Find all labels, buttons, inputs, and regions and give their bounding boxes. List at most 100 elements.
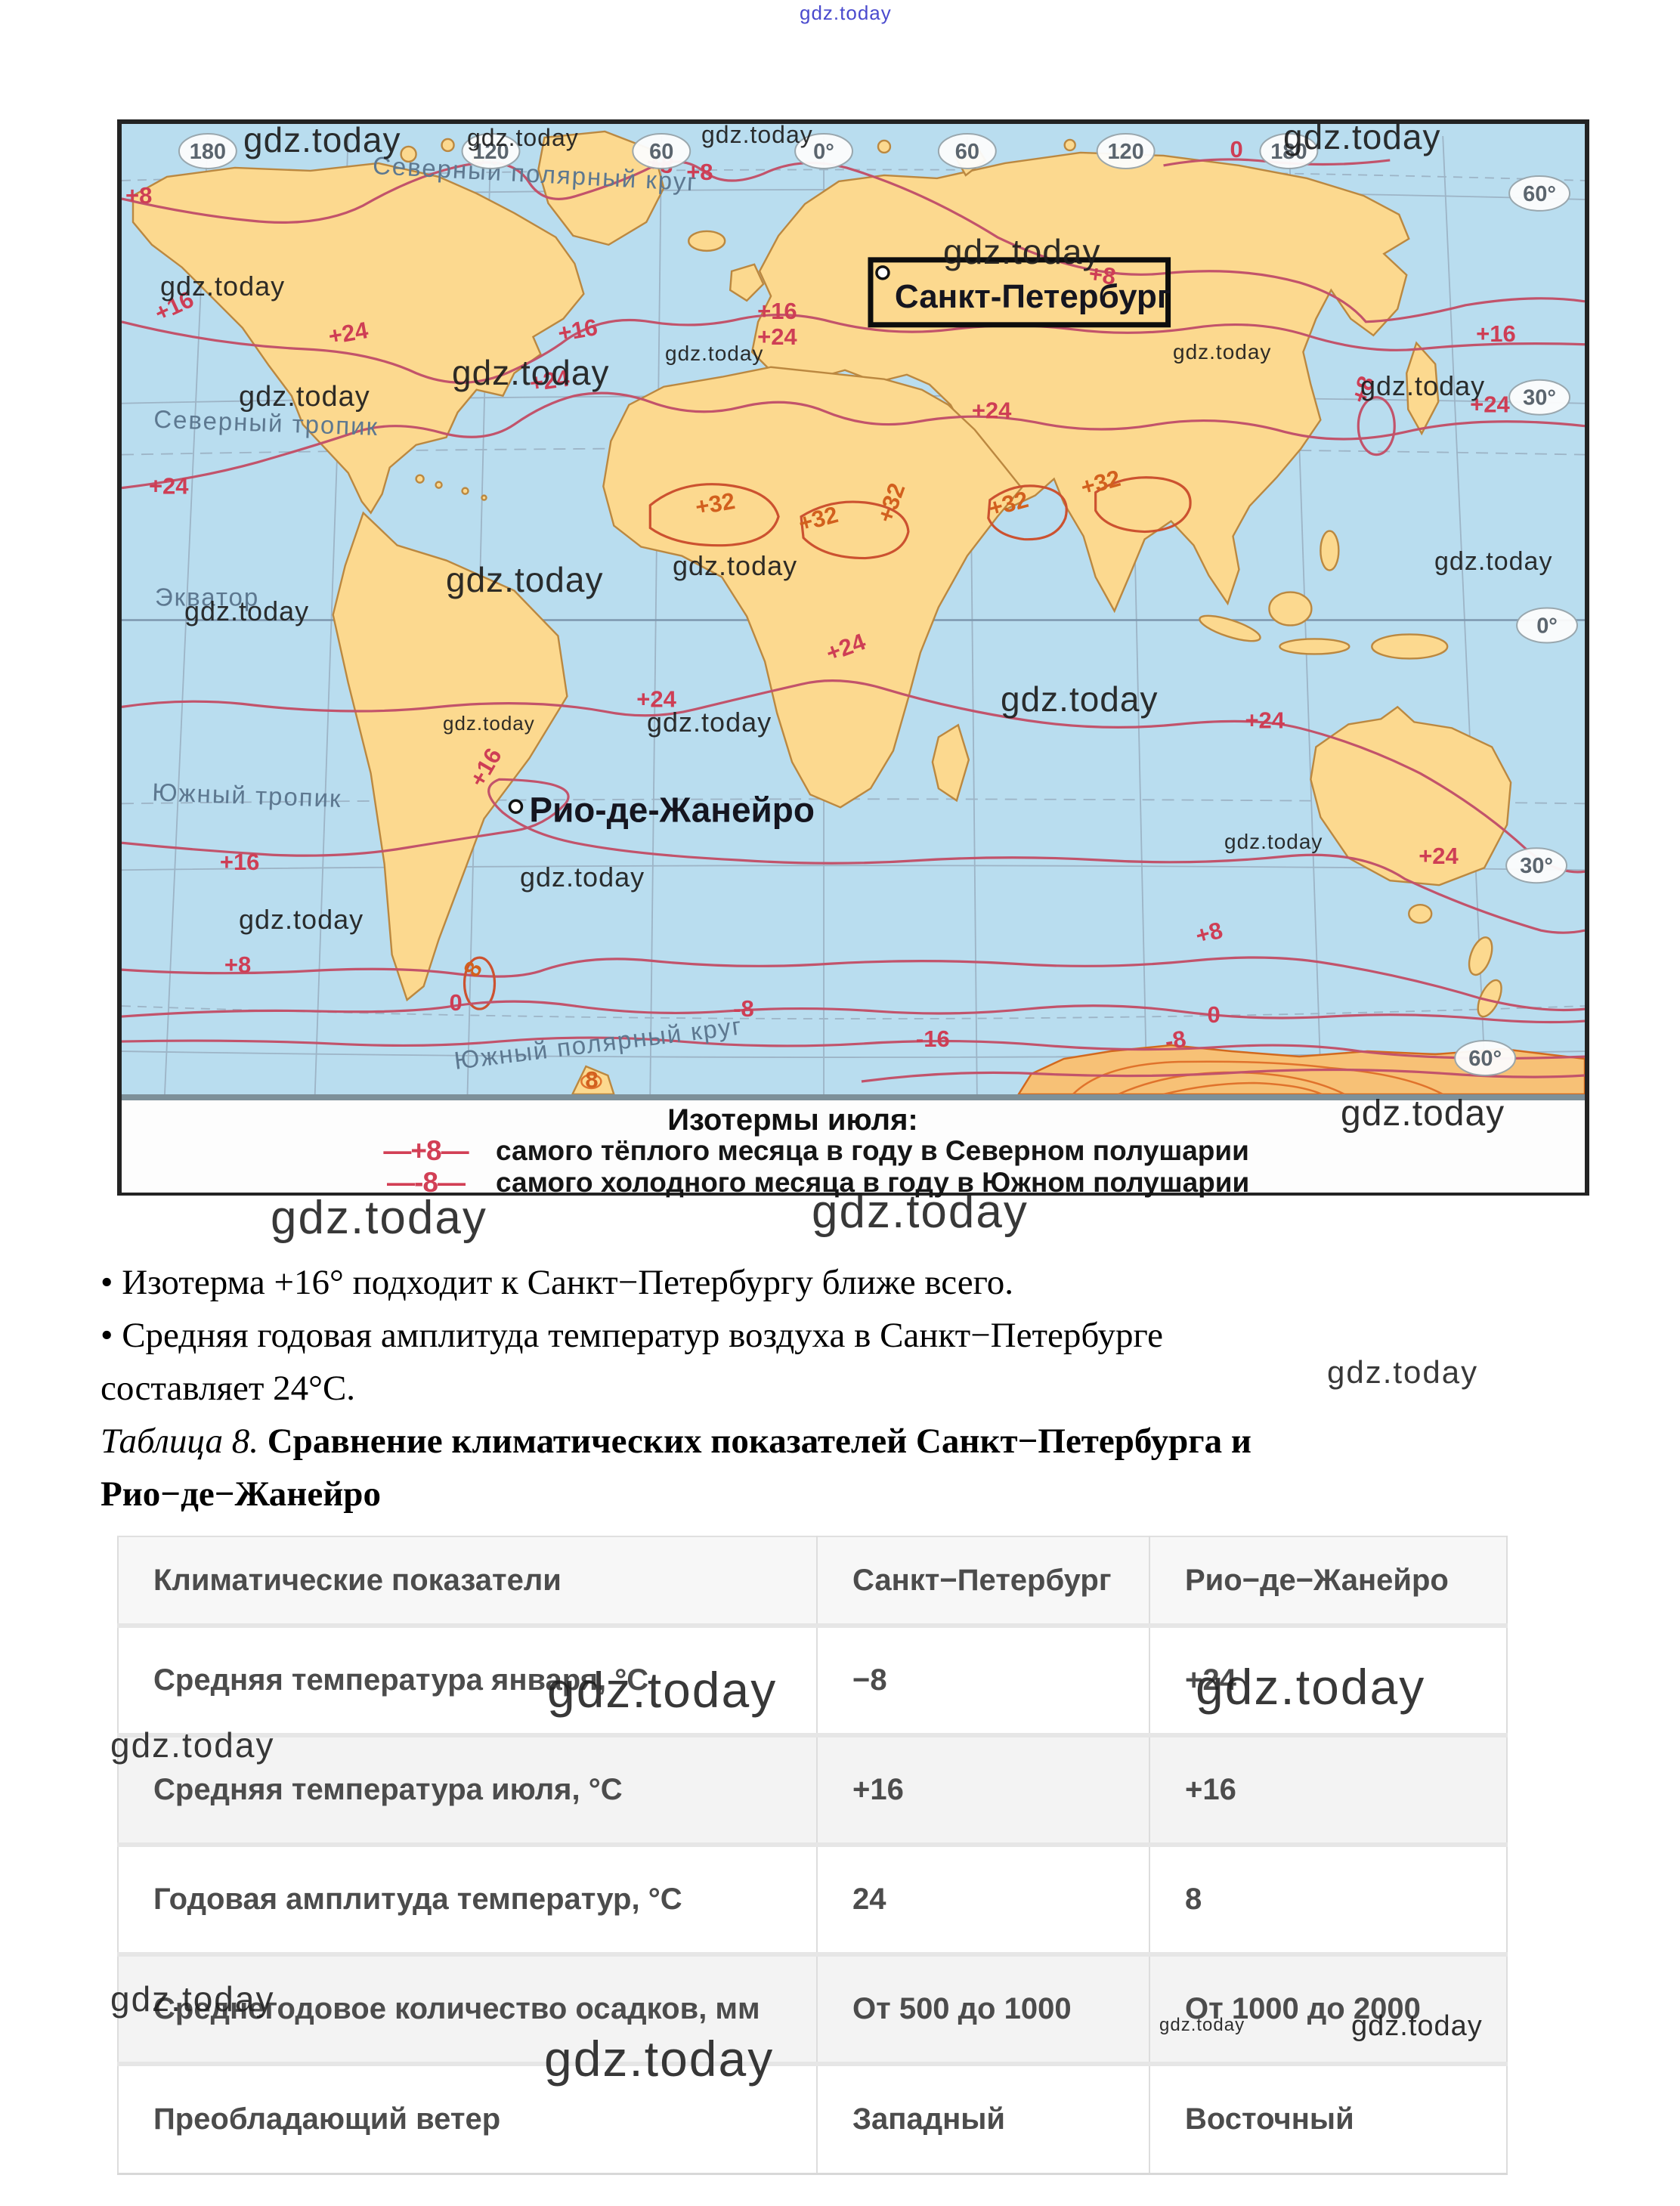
- header-spb: Санкт−Петербург: [816, 1536, 1150, 1626]
- watermark: gdz.today: [1196, 1659, 1426, 1715]
- iso-label: 0: [450, 989, 463, 1016]
- world-map-july-isotherms: +8 +16 +24 +24 +16 +24 +8 +8 0 +8 +16 +2…: [122, 124, 1585, 1094]
- new-zealand-north: [1468, 936, 1493, 976]
- rio-value: +16: [1149, 1733, 1508, 1845]
- watermark: gdz.today: [1341, 1094, 1505, 1134]
- row-label: Годовая амплитуда температур, °C: [117, 1842, 818, 1954]
- latitude-label: 60°: [1468, 1047, 1502, 1071]
- watermark: gdz.today: [1224, 830, 1323, 853]
- iso-label: -8: [733, 995, 754, 1022]
- watermark: gdz.today: [443, 712, 535, 735]
- continents: [131, 130, 1512, 1094]
- eurasia: [750, 151, 1410, 614]
- row-label: Средняя температура июля, °C: [117, 1733, 818, 1845]
- table-caption-title: Сравнение климатических показателей Санк…: [258, 1422, 1251, 1461]
- madagascar: [931, 723, 970, 803]
- borneo: [1268, 591, 1313, 627]
- caribbean-islands: [415, 474, 487, 501]
- japan: [1406, 341, 1440, 436]
- rio-value: +24: [1149, 1623, 1508, 1735]
- iso-label: +24: [636, 685, 676, 712]
- header-rio: Рио−де−Жанейро: [1149, 1536, 1508, 1626]
- iso-label: +16: [757, 298, 797, 324]
- spb-value: 24: [816, 1842, 1150, 1954]
- isotherm-plus8-ring-tierra: [463, 956, 497, 1010]
- iso-label: +24: [757, 323, 797, 350]
- spb-value: −8: [816, 1623, 1150, 1735]
- rio-label: Рио-де-Жанейро: [529, 790, 814, 829]
- legend-text-warmest: самого тёплого месяца в году в Северном …: [496, 1135, 1249, 1166]
- watermark: gdz.today: [467, 124, 579, 151]
- iso-label: +8: [686, 159, 713, 185]
- isotherm-zero-south: [122, 1000, 1585, 1024]
- british-isles: [729, 263, 765, 302]
- table-row: Годовая амплитуда температур, °C 24 8: [117, 1842, 1508, 1954]
- watermark: gdz.today: [1001, 679, 1159, 719]
- isotherm-plus16-south: [122, 778, 1585, 934]
- iso-label: +16: [220, 849, 260, 875]
- row-label: Средняя температура января, °C: [117, 1623, 818, 1735]
- isotherm-map-figure: +8 +16 +24 +24 +16 +24 +8 +8 0 +8 +16 +2…: [117, 119, 1589, 1198]
- legend-item-warmest: —+8— самого тёплого месяца в году в Север…: [356, 1135, 1249, 1166]
- meridian-label: 60: [649, 140, 673, 164]
- watermark: gdz.today: [239, 904, 364, 935]
- watermark: gdz.today: [1434, 547, 1553, 576]
- antarctic-wedge: [571, 1065, 615, 1094]
- iso-label: 0: [1230, 136, 1242, 162]
- australia: [1310, 705, 1512, 886]
- meridian-label: 120: [472, 140, 509, 164]
- iso-label: +8: [224, 951, 251, 978]
- saint-petersburg-highlight-box: [868, 257, 1171, 328]
- watermark: gdz.today: [239, 381, 370, 413]
- watermark: gdz.today: [1360, 370, 1486, 401]
- iso-label: +16: [1476, 320, 1516, 347]
- isotherm-plus16-north: [122, 314, 1585, 384]
- isotherm-plus8-ring-japan: [1357, 396, 1396, 456]
- rio-value: 8: [1149, 1842, 1508, 1954]
- legend-title: Изотермы июля:: [667, 1103, 918, 1137]
- philippines: [1320, 530, 1340, 571]
- watermark: gdz.today: [544, 2031, 775, 2087]
- iso-label: 0: [1208, 1001, 1221, 1028]
- table-caption-number: Таблица 8.: [101, 1422, 258, 1461]
- isotherm-minus8-south: [122, 1036, 1585, 1060]
- isotherm-plus24-south: [122, 679, 1585, 874]
- iso-label: +8: [1088, 260, 1118, 290]
- legend-symbol-plus8: —+8—: [383, 1135, 469, 1166]
- watermark: gdz.today: [1173, 340, 1272, 364]
- iso-label: +24: [1470, 391, 1510, 418]
- watermark: gdz.today: [812, 1186, 1029, 1238]
- spb-value: +16: [816, 1733, 1150, 1845]
- north-america: [131, 162, 585, 515]
- watermark: gdz.today: [271, 1192, 487, 1244]
- spb-value: Западный: [816, 2062, 1150, 2175]
- header-indicators: Климатические показатели: [117, 1536, 818, 1626]
- watermark: gdz.today: [110, 1979, 275, 2019]
- map-legend: Изотермы июля: —+8— самого тёплого месяца…: [122, 1094, 1585, 1198]
- watermark: gdz.today: [701, 121, 813, 148]
- table-row: Средняя температура июля, °C +16 +16: [117, 1733, 1508, 1845]
- iso-label: +24: [1245, 707, 1285, 733]
- watermark: gdz.today: [665, 342, 764, 365]
- watermark: gdz.today: [452, 353, 610, 392]
- latitude-label: 60°: [1523, 182, 1556, 206]
- iceland: [688, 230, 726, 252]
- rio-value: От 1000 до 2000: [1149, 1952, 1508, 2064]
- meridian-label: 0°: [813, 140, 834, 164]
- iso-label: +8: [125, 182, 152, 209]
- tropic-of-capricorn-label: Южный тропик: [152, 778, 342, 812]
- rio-marker: [508, 799, 524, 815]
- equator-label: Экватор: [155, 583, 259, 611]
- latitude-label: 30°: [1523, 386, 1556, 410]
- city-saint-petersburg: Санкт-Петербург: [868, 257, 1171, 328]
- notes-block: • Изотерма +16° подходит к Санкт−Петербу…: [101, 1256, 1620, 1521]
- table-caption-line1: Таблица 8. Сравнение климатических показ…: [101, 1415, 1620, 1468]
- iso-label: -8: [1163, 1026, 1188, 1055]
- legend-text-coldest: самого холодного месяца в году в Южном п…: [496, 1167, 1250, 1198]
- africa: [602, 366, 1023, 809]
- meridian-label: 120: [1107, 140, 1143, 164]
- latitude-label: 30°: [1520, 854, 1553, 878]
- saint-petersburg-label: Санкт-Петербург: [895, 278, 1171, 315]
- isotherm-plus32-loops: [648, 476, 1192, 560]
